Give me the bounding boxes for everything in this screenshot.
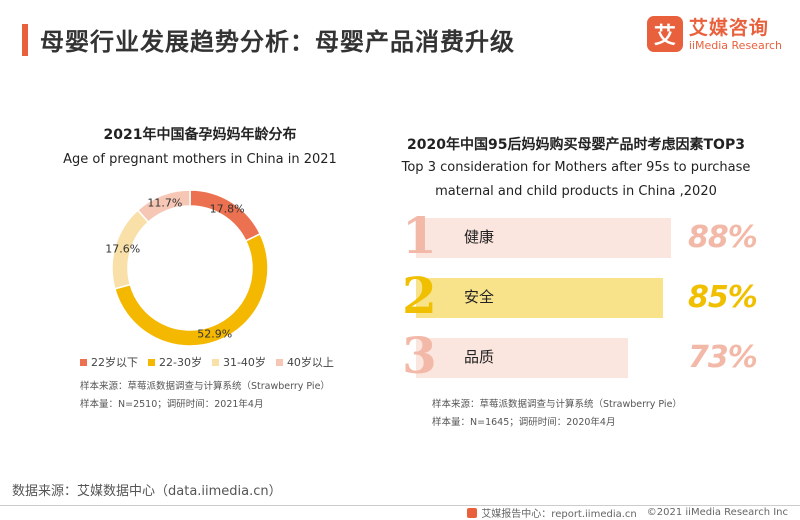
footer-report-link[interactable]: 艾媒报告中心：report.iimedia.cn [481, 509, 637, 520]
donut-legend: 22岁以下 22-30岁 31-40岁 40岁以上 [80, 354, 344, 370]
iimedia-logo: 艾 艾媒咨询 iiMedia Research [646, 16, 782, 52]
legend-swatch-1 [148, 358, 155, 366]
footer-divider [0, 505, 800, 506]
legend-item-2: 31-40岁 [211, 354, 266, 370]
donut-slice-3 [136, 189, 191, 224]
data-source: 数据来源：艾媒数据中心（data.iimedia.cn） [12, 484, 282, 499]
right-sample-source-note: 样本来源：草莓派数据调查与计算系统（Strawberry Pie） [432, 399, 682, 410]
footer-logo-icon [467, 507, 478, 518]
rank-value-1: 88% [688, 220, 758, 255]
legend-label-3: 40岁以上 [286, 356, 334, 369]
left-sample-size-note: 样本量：N=2510；调研时间：2021年4月 [80, 399, 264, 410]
donut-label-3: 11.7% [147, 197, 182, 210]
logo-en: iiMedia Research [688, 38, 782, 52]
legend-swatch-0 [80, 358, 87, 366]
logo-text: 艾媒咨询 iiMedia Research [689, 17, 782, 52]
donut-title-en: Age of pregnant mothers in China in 2021 [63, 152, 337, 167]
legend-item-0: 22岁以下 [80, 354, 138, 370]
legend-label-2: 31-40岁 [222, 356, 266, 369]
rank-value-3: 73% [688, 340, 758, 375]
rank-bar-3 [416, 338, 628, 378]
legend-item-3: 40岁以上 [275, 354, 334, 370]
page-title: 母婴行业发展趋势分析：母婴产品消费升级 [40, 28, 515, 56]
rank-label-3: 品质 [464, 348, 495, 366]
rank-label-1: 健康 [464, 228, 495, 246]
logo-cn: 艾媒咨询 [688, 16, 769, 39]
donut-title-cn: 2021年中国备孕妈妈年龄分布 [103, 127, 297, 143]
top3-title-cn: 2020年中国95后妈妈购买母婴产品时考虑因素TOP3 [407, 137, 745, 153]
logo-icon: 艾 [646, 16, 683, 52]
rank-bar-2 [416, 278, 663, 318]
legend-item-1: 22-30岁 [148, 354, 202, 370]
legend-swatch-3 [275, 358, 283, 366]
rank-row-1: 1 健康 88% [402, 208, 758, 264]
rank-label-2: 安全 [464, 288, 495, 306]
rank-value-2: 85% [688, 280, 758, 315]
rank-number-3: 3 [402, 326, 437, 385]
left-sample-source-note: 样本来源：草莓派数据调查与计算系统（Strawberry Pie） [80, 381, 330, 392]
footer-copyright: ©2021 iiMedia Research Inc [646, 507, 788, 518]
rank-number-1: 1 [402, 206, 437, 265]
donut-label-1: 52.9% [197, 327, 232, 340]
rank-bar-1 [416, 218, 671, 258]
legend-label-1: 22-30岁 [159, 356, 202, 369]
age-donut-chart: 17.8% 52.9% 17.6% 11.7% [105, 189, 269, 347]
rank-row-2: 2 安全 85% [402, 268, 758, 324]
top3-title-en-line1: Top 3 consideration for Mothers after 95… [401, 160, 751, 175]
donut-label-2: 17.6% [105, 242, 140, 255]
rank-row-3: 3 品质 73% [402, 328, 758, 384]
right-sample-size-note: 样本量：N=1645；调研时间：2020年4月 [432, 417, 616, 428]
legend-label-0: 22岁以下 [91, 356, 138, 369]
footer-credits: 艾媒报告中心：report.iimedia.cn ©2021 iiMedia R… [467, 505, 788, 520]
donut-label-0: 17.8% [210, 203, 245, 216]
title-accent-bar [22, 24, 28, 56]
legend-swatch-2 [211, 358, 219, 366]
top3-title-en-line2: maternal and child products in China ,20… [435, 184, 717, 199]
rank-number-2: 2 [402, 266, 437, 325]
